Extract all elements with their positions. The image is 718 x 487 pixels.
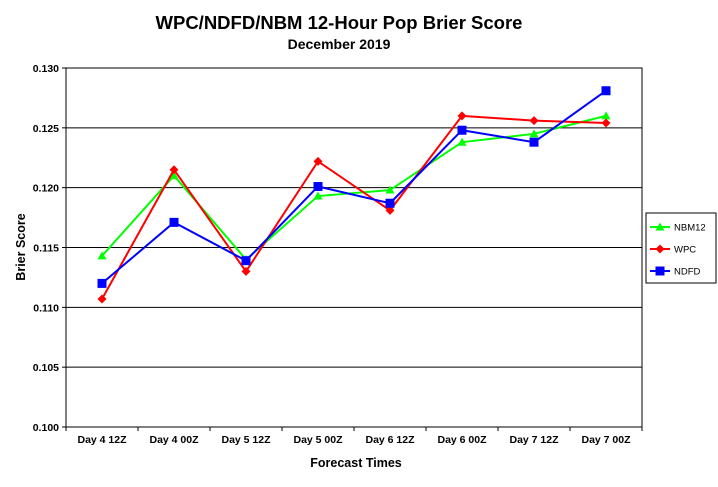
data-point-wpc <box>97 294 107 304</box>
data-point-nbm12 <box>457 137 467 146</box>
legend-marker <box>655 222 665 231</box>
series-ndfd <box>97 86 611 288</box>
y-tick-label: 0.105 <box>33 362 59 374</box>
data-point-ndfd <box>457 125 467 135</box>
data-point-wpc <box>457 111 467 121</box>
data-point-ndfd <box>385 198 395 208</box>
legend-items: NBM12 WPC NDFD <box>650 222 706 278</box>
x-tick-label: Day 5 00Z <box>293 434 343 446</box>
series-line-ndfd <box>101 89 607 285</box>
data-point-wpc <box>529 116 539 126</box>
data-point-ndfd <box>169 217 179 227</box>
series-line-nbm12 <box>101 114 607 261</box>
legend-item-wpc: WPC <box>650 244 696 256</box>
legend-item-ndfd: NDFD <box>650 266 701 278</box>
data-point-nbm12 <box>313 191 323 200</box>
chart-title: WPC/NDFD/NBM 12-Hour Pop Brier Score <box>156 12 523 33</box>
data-point-ndfd <box>529 137 539 147</box>
data-point-nbm12 <box>97 251 107 260</box>
data-point-ndfd <box>313 181 323 191</box>
y-tick-label: 0.100 <box>33 422 59 434</box>
y-axis-ticks: 0.130 0.125 0.120 0.115 0.110 0.105 0.100 <box>33 63 66 434</box>
legend-marker <box>655 244 665 254</box>
legend-item-nbm12: NBM12 <box>650 222 706 234</box>
series-layer <box>97 86 611 304</box>
x-tick-label: Day 7 12Z <box>509 434 559 446</box>
data-point-wpc <box>169 165 179 175</box>
data-point-wpc <box>385 205 395 215</box>
gridlines <box>66 127 642 368</box>
y-tick-label: 0.130 <box>33 63 59 75</box>
data-point-wpc <box>601 118 611 128</box>
series-line-wpc <box>101 114 607 300</box>
legend: NBM12 WPC NDFD <box>645 212 717 284</box>
legend-label: WPC <box>674 245 696 256</box>
legend-label: NDFD <box>674 267 701 278</box>
y-tick-label: 0.110 <box>33 302 59 314</box>
data-point-ndfd <box>601 86 611 96</box>
data-point-nbm12 <box>385 185 395 194</box>
x-tick-label: Day 4 12Z <box>77 434 127 446</box>
y-tick-label: 0.125 <box>33 123 59 135</box>
data-point-nbm12 <box>601 111 611 120</box>
x-axis-ticks: Day 4 12Z Day 4 00Z Day 5 12Z Day 5 00Z Day … <box>65 427 643 446</box>
data-point-wpc <box>241 266 251 276</box>
data-point-nbm12 <box>529 129 539 138</box>
x-tick-label: Day 7 00Z <box>581 434 631 446</box>
data-point-nbm12 <box>169 171 179 180</box>
y-tick-label: 0.120 <box>33 183 59 195</box>
x-tick-label: Day 6 00Z <box>437 434 487 446</box>
data-point-wpc <box>313 156 323 166</box>
data-point-ndfd <box>241 256 251 266</box>
y-tick-label: 0.115 <box>33 243 59 255</box>
chart-subtitle: December 2019 <box>288 36 391 52</box>
x-tick-label: Day 6 12Z <box>365 434 415 446</box>
series-wpc <box>97 111 611 304</box>
x-tick-label: Day 4 00Z <box>149 434 199 446</box>
y-axis-label: Brier Score <box>14 213 28 280</box>
legend-marker <box>655 266 665 276</box>
legend-label: NBM12 <box>674 223 706 234</box>
x-axis-label: Forecast Times <box>310 456 402 470</box>
x-tick-label: Day 5 12Z <box>221 434 271 446</box>
data-point-ndfd <box>97 278 107 288</box>
